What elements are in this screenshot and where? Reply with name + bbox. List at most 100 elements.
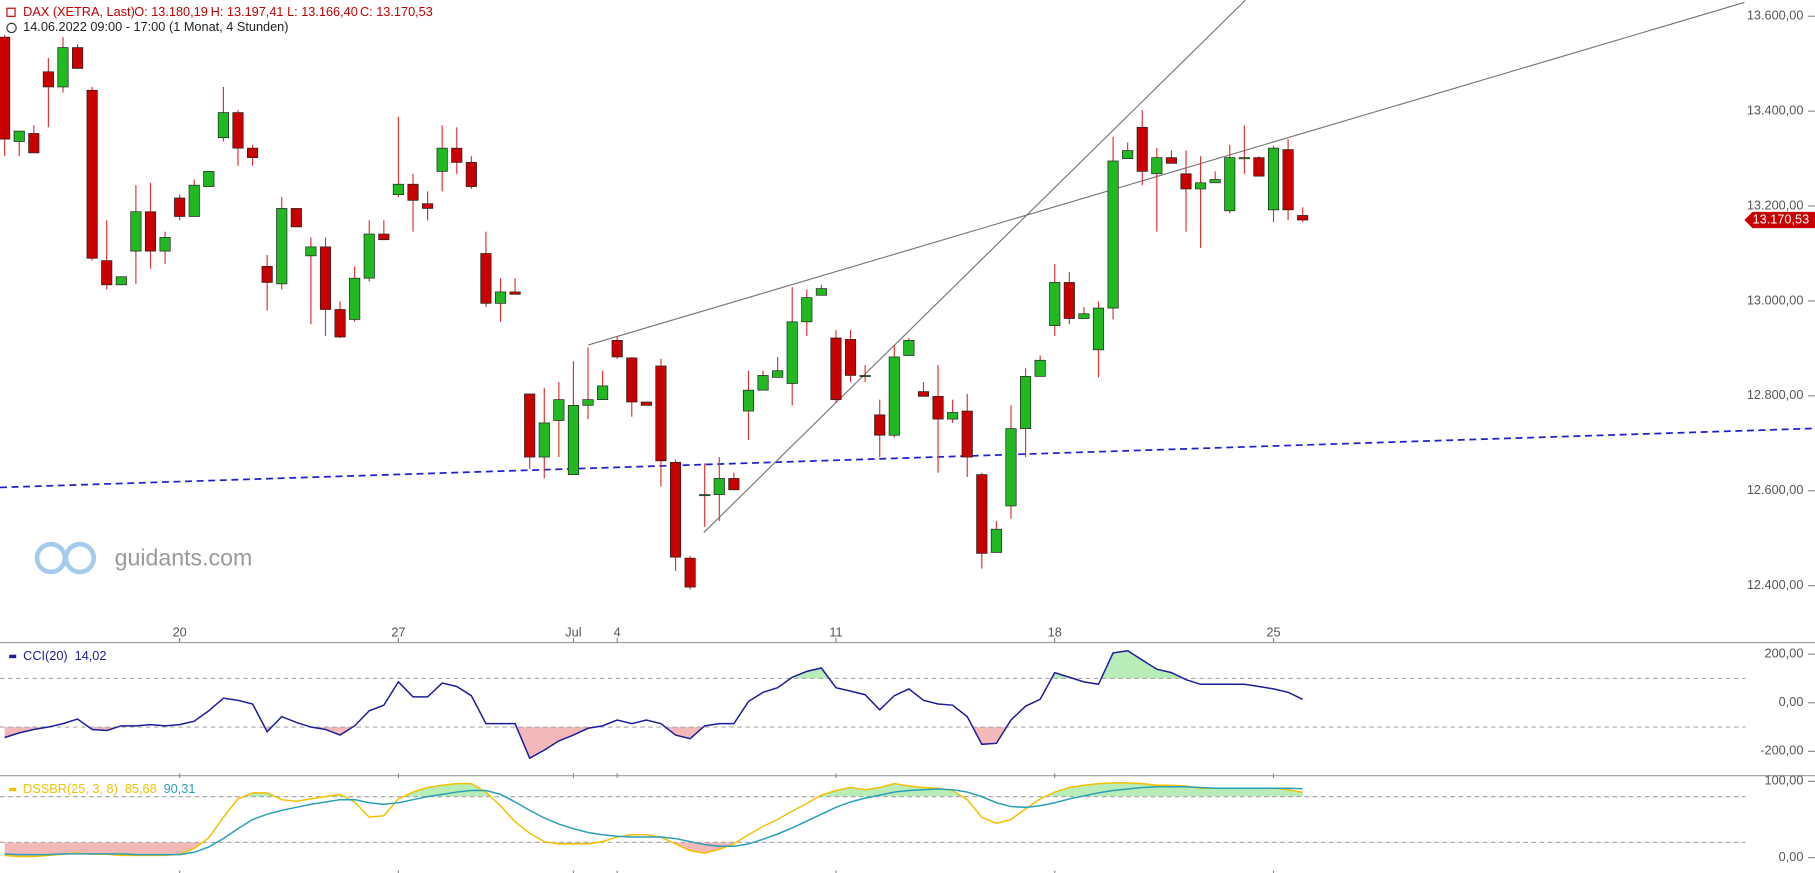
candle-body: [990, 528, 1002, 553]
candle-body: [699, 494, 711, 497]
range: (1 Monat, 4 Stunden): [169, 19, 289, 34]
ohlc-open: O: 13.180,19: [134, 4, 208, 19]
candle-body: [553, 399, 565, 421]
x-tick-label: 11: [829, 625, 842, 640]
candle-body: [276, 208, 288, 285]
candle-body: [1020, 376, 1032, 429]
series-line: [4, 782, 1303, 858]
legend-value: 85,68: [125, 781, 157, 796]
candle-body: [976, 474, 988, 554]
candle-body: [28, 133, 40, 154]
candle-body: [407, 183, 419, 201]
candle-body: [349, 277, 361, 320]
candle-body: [1282, 149, 1294, 211]
x-tick-label: Jul: [565, 625, 581, 640]
support-line: [0, 427, 1815, 489]
candle-body: [1267, 147, 1280, 211]
y-tick-label: 12.600,00: [1747, 482, 1804, 497]
candle-body: [1078, 313, 1090, 319]
level-fill: [243, 782, 1303, 797]
candle-body: [261, 265, 273, 283]
legend-swatch: [9, 787, 17, 792]
candle-body: [290, 208, 302, 228]
logo: [34, 541, 97, 575]
candle-body: [13, 130, 25, 142]
candle-body: [932, 395, 944, 420]
trend-line: [703, 0, 1246, 533]
x-tick-label: 27: [391, 625, 405, 640]
clock-icon: [6, 22, 17, 34]
candle-body: [757, 375, 769, 391]
series-line: [4, 785, 1303, 856]
x-tick-label: 20: [173, 625, 187, 640]
y-tick-label: 13.200,00: [1747, 197, 1804, 212]
candle-body: [538, 422, 550, 458]
candle-body: [247, 147, 259, 158]
y-tick-label: 13.400,00: [1747, 103, 1804, 118]
candle-body: [1209, 179, 1221, 184]
instrument: DAX (XETRA, Last): [23, 4, 135, 19]
candle-body: [1253, 157, 1265, 177]
candle-body: [669, 461, 682, 558]
candle-body: [130, 211, 142, 252]
candle-body: [1195, 182, 1207, 190]
candle-body: [159, 237, 171, 252]
candle-body: [378, 233, 390, 241]
candle-body: [1224, 157, 1236, 212]
candle-body: [436, 147, 448, 172]
period: 14.06.2022 09:00 - 17:00: [23, 19, 165, 34]
legend-swatch: [9, 654, 17, 659]
candle-body: [1092, 307, 1105, 351]
candle-body: [144, 211, 157, 252]
candle-body: [392, 183, 404, 196]
candle-body: [888, 356, 900, 436]
last-price-label: 13.170,53: [1753, 211, 1810, 226]
layout: guidants.com DAX (XETRA, Last) O: 13.180…: [0, 0, 1815, 777]
candle-body: [422, 203, 434, 209]
candle-body: [188, 184, 200, 217]
y-tick-label: 0,00: [1779, 694, 1804, 709]
x-tick-label: 4: [614, 625, 621, 640]
legend-value: 14,02: [75, 648, 107, 663]
candle-body: [1122, 150, 1134, 159]
x-tick-label: 25: [1266, 625, 1280, 640]
candle-body: [830, 337, 842, 400]
candle-body: [465, 162, 477, 187]
candle-body: [567, 404, 579, 475]
y-tick-label: 12.800,00: [1747, 387, 1804, 402]
candle-body: [217, 112, 229, 139]
candle-body: [1063, 282, 1075, 319]
series-line: [4, 649, 1304, 760]
candle-body: [961, 410, 973, 458]
candle-body: [1034, 359, 1046, 377]
candle-body: [640, 401, 652, 406]
y-tick-label: -200,00: [1760, 743, 1803, 758]
x-tick-label: 18: [1048, 625, 1062, 640]
candle-body: [1238, 157, 1250, 160]
candle-body: [86, 89, 98, 259]
candle-body: [772, 370, 784, 378]
candle-body: [0, 36, 11, 140]
candle-body: [1180, 173, 1192, 190]
last-price-tag: [1744, 211, 1815, 229]
candle-body: [903, 339, 915, 356]
candle-body: [203, 171, 215, 187]
y-tick-label: 100,00: [1765, 773, 1804, 788]
candle-body: [42, 71, 54, 88]
candle-body: [1297, 215, 1309, 221]
ohlc-high: H: 13.197,41: [211, 4, 284, 19]
candle-body: [626, 357, 638, 403]
candle-body: [494, 291, 507, 304]
candle-body: [655, 365, 667, 462]
candle-body: [524, 393, 536, 458]
candle-body: [509, 291, 521, 295]
candle-body: [859, 375, 871, 377]
candle-body: [844, 339, 857, 376]
candle-body: [232, 112, 244, 149]
candle-body: [1005, 428, 1017, 507]
candle-body: [363, 233, 375, 279]
y-tick-label: 13.000,00: [1747, 292, 1804, 307]
candle-body: [319, 246, 332, 310]
candle-body: [480, 253, 492, 304]
